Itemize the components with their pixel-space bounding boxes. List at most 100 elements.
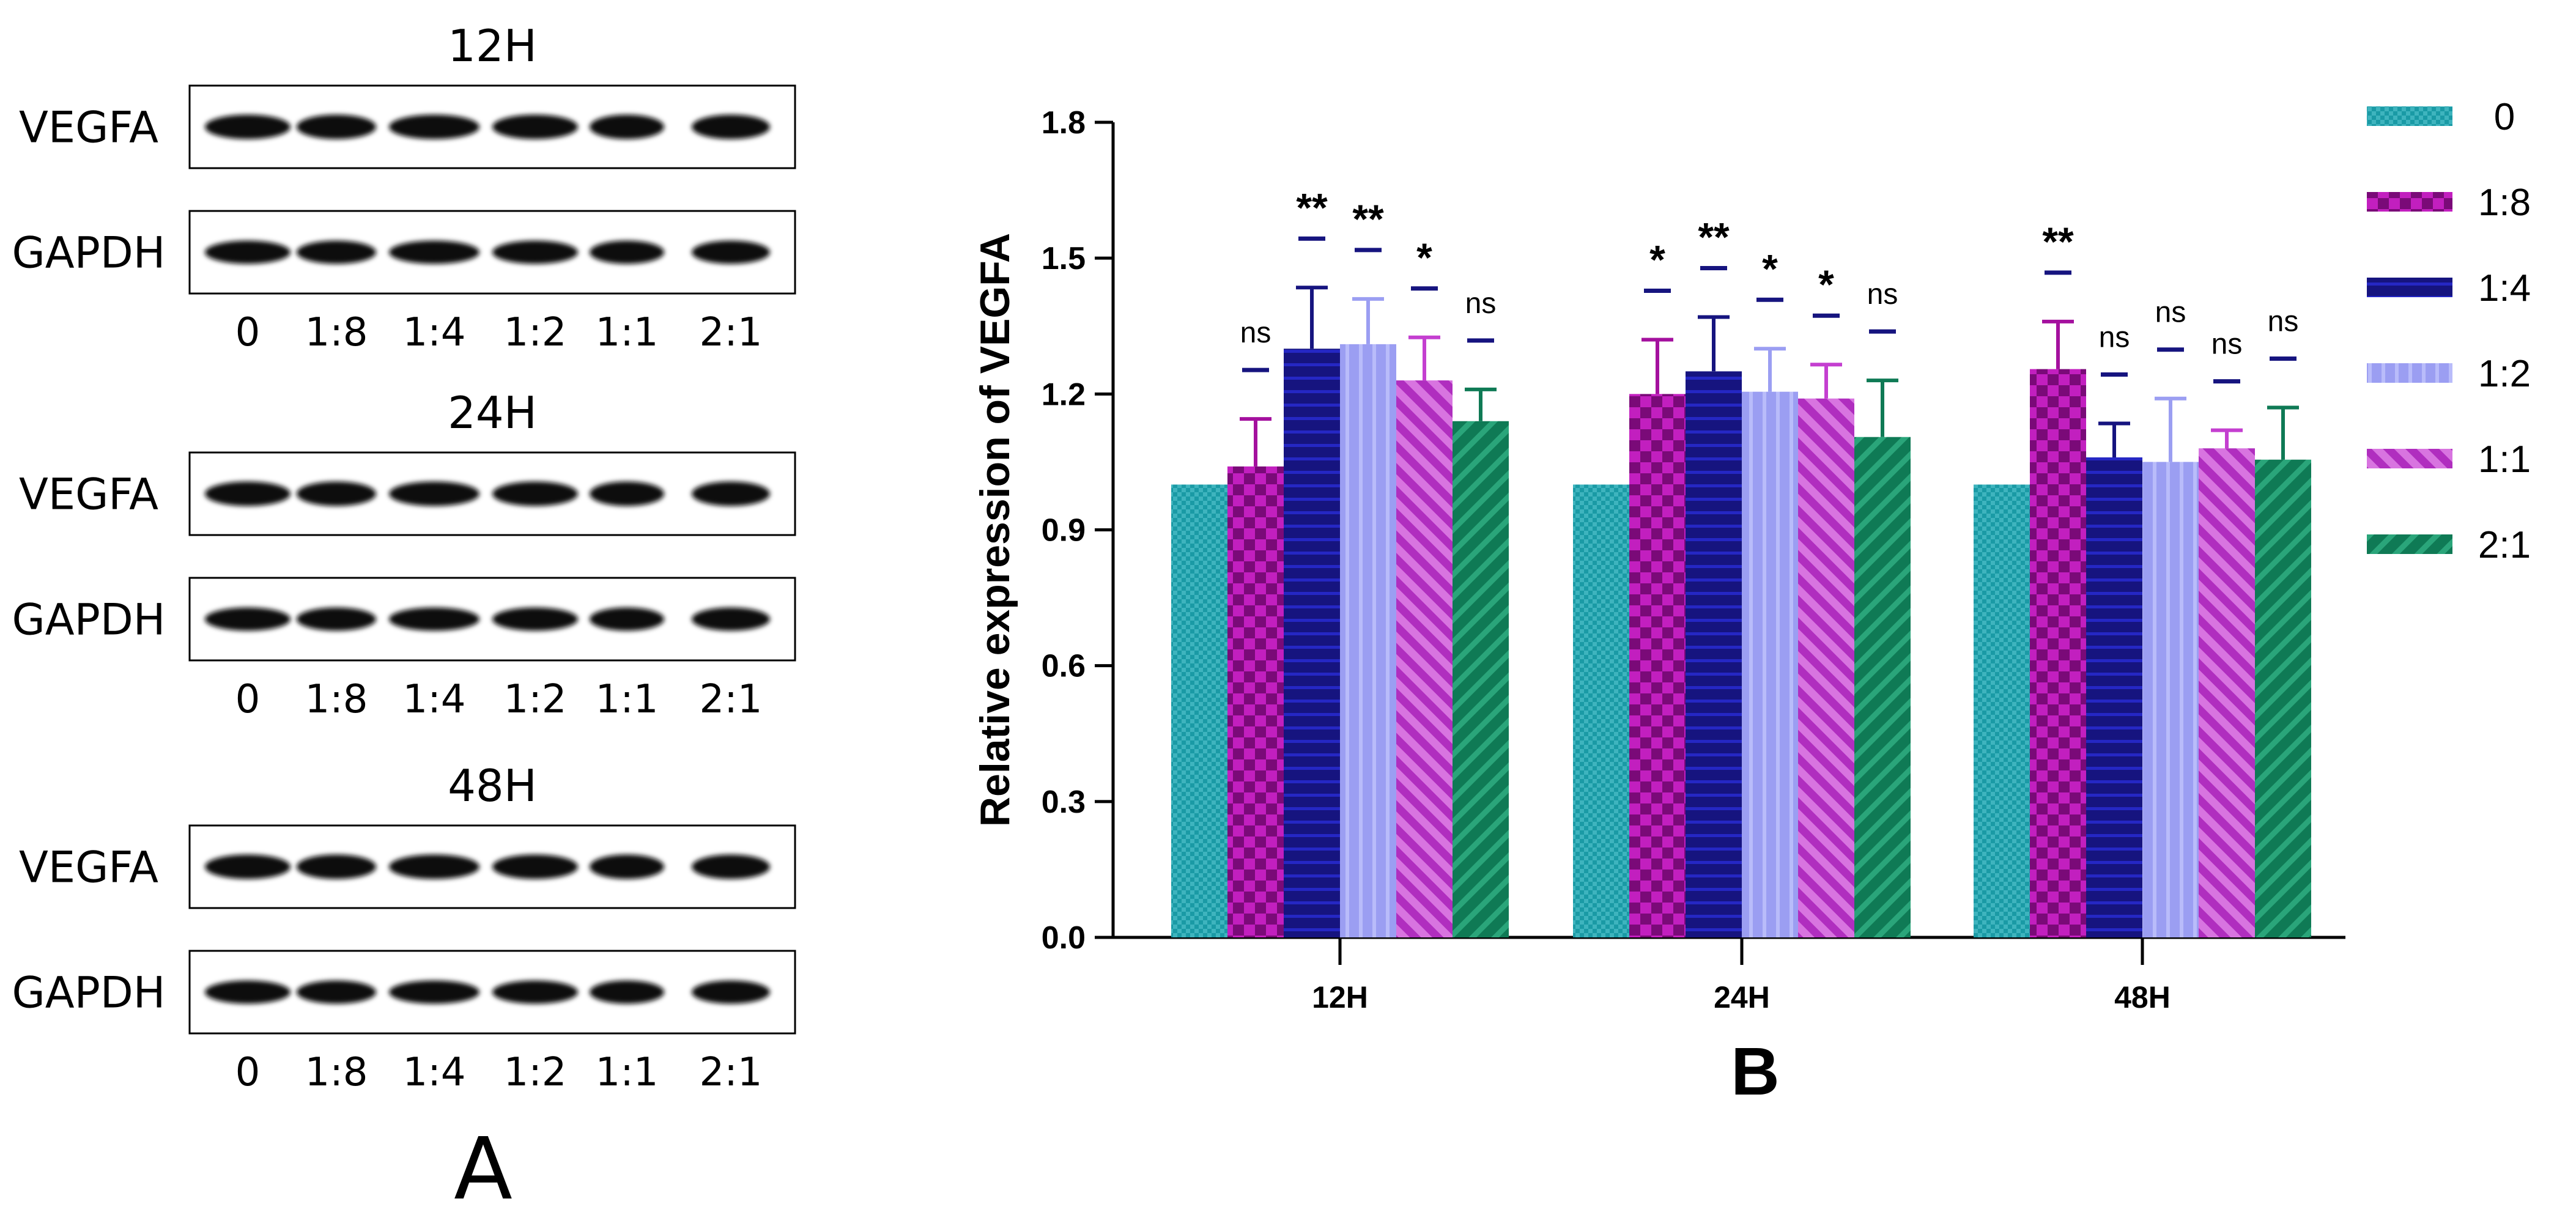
- blot-band: [492, 854, 578, 879]
- blot-time-label: 48H: [448, 760, 537, 811]
- blot-band: [492, 240, 578, 264]
- blot-lane-label: 1:8: [305, 310, 368, 355]
- blot-lane-label: 1:1: [596, 677, 659, 722]
- significance-label: ns: [1867, 278, 1898, 311]
- y-tick-label: 0.0: [1042, 920, 1086, 956]
- bar-1-8-12H: [1227, 466, 1284, 937]
- legend-swatch: [2367, 192, 2452, 212]
- blot-band: [389, 114, 479, 139]
- blot-band: [692, 854, 770, 879]
- y-tick-label: 0.6: [1042, 649, 1086, 684]
- bar-1-4-24H: [1686, 371, 1742, 937]
- blot-lane-label: 1:8: [305, 677, 368, 722]
- blot-lane-label: 0: [235, 677, 261, 722]
- bar-1-4-12H: [1284, 349, 1340, 937]
- legend-swatch: [2367, 106, 2452, 126]
- y-tick-label: 0.3: [1042, 785, 1086, 820]
- blot-band: [492, 114, 578, 139]
- blot-lane-label: 1:1: [596, 1050, 659, 1095]
- legend-label: 2:1: [2478, 524, 2531, 566]
- x-tick-label: 12H: [1312, 980, 1368, 1014]
- significance-label: *: [1416, 235, 1432, 280]
- significance-label: **: [2042, 219, 2074, 264]
- blot-lane-label: 1:4: [403, 310, 466, 355]
- bar-1-1-24H: [1798, 398, 1854, 937]
- legend-swatch: [2367, 278, 2452, 297]
- blot-band: [492, 607, 578, 631]
- blot-band: [389, 854, 479, 879]
- blot-lane-label: 2:1: [700, 1050, 763, 1095]
- bar-1-2-12H: [1340, 344, 1396, 937]
- blot-time-label: 24H: [448, 387, 537, 438]
- bar-2-1-12H: [1453, 421, 1509, 937]
- blot-band: [297, 980, 376, 1004]
- blot-band: [590, 240, 664, 264]
- bar-0-48H: [1974, 484, 2030, 937]
- blot-band: [590, 980, 664, 1004]
- blot-band: [389, 607, 479, 631]
- blot-band: [590, 607, 664, 631]
- x-tick-label: 48H: [2114, 980, 2171, 1014]
- significance-label: *: [1762, 246, 1778, 291]
- y-tick-label: 0.9: [1042, 513, 1086, 548]
- bar-1-4-48H: [2086, 457, 2142, 937]
- blot-band: [590, 854, 664, 879]
- blot-lane-label: 0: [235, 310, 261, 355]
- bar-2-1-48H: [2255, 459, 2311, 937]
- legend-label: 0: [2494, 96, 2515, 138]
- y-tick-label: 1.5: [1042, 241, 1086, 276]
- significance-label: **: [1698, 214, 1730, 259]
- significance-label: **: [1296, 185, 1328, 230]
- blot-lane-label: 1:4: [403, 677, 466, 722]
- blot-band: [389, 481, 479, 506]
- significance-label: ns: [1465, 287, 1497, 320]
- bar-0-24H: [1573, 484, 1629, 937]
- bar-1-2-48H: [2142, 462, 2199, 937]
- x-tick-label: 24H: [1714, 980, 1770, 1014]
- significance-label: ns: [2155, 297, 2186, 329]
- blot-band: [389, 240, 479, 264]
- bar-1-1-48H: [2199, 448, 2255, 937]
- blot-lane-label: 1:2: [504, 677, 567, 722]
- bar-1-1-12H: [1396, 380, 1453, 937]
- blot-band: [692, 481, 770, 506]
- blot-row-label: GAPDH: [12, 968, 166, 1018]
- panel-a-western-blots: 12H VEGFA GAPDH 0 1:8 1:4 1:2 1:1 2:1 24H VEGFA GAP…: [12, 20, 796, 1095]
- significance-label: ns: [1240, 317, 1271, 349]
- blot-lane-label: 1:8: [305, 1050, 368, 1095]
- bar-0-12H: [1171, 484, 1227, 937]
- blot-band: [297, 240, 376, 264]
- blot-band: [205, 240, 291, 264]
- blot-band: [692, 240, 770, 264]
- blot-band: [205, 980, 291, 1004]
- significance-label: ns: [2268, 306, 2299, 338]
- legend-label: 1:4: [2478, 267, 2531, 309]
- legend-label: 1:1: [2478, 438, 2531, 481]
- blot-band: [492, 481, 578, 506]
- blot-lane-label: 1:2: [504, 310, 567, 355]
- blot-band: [205, 607, 291, 631]
- blot-band: [590, 114, 664, 139]
- bar-1-8-24H: [1629, 394, 1686, 937]
- blot-row-label: GAPDH: [12, 228, 166, 278]
- legend-swatch: [2367, 449, 2452, 468]
- panel-b-bar-chart: 0.0 0.3 0.6 0.9 1.2 1.5 1.8 Relative expression…: [972, 96, 2531, 1014]
- blot-row-label: GAPDH: [12, 595, 166, 645]
- blot-band: [297, 854, 376, 879]
- blot-band: [297, 607, 376, 631]
- y-tick-label: 1.2: [1042, 377, 1086, 412]
- blot-band: [692, 114, 770, 139]
- blot-row-label: VEGFA: [19, 470, 158, 520]
- panel-a-label: A: [454, 1120, 513, 1215]
- bar-1-8-48H: [2030, 369, 2086, 937]
- blot-lane-label: 1:2: [504, 1050, 567, 1095]
- blot-band: [389, 980, 479, 1004]
- significance-label: *: [1818, 262, 1834, 307]
- blot-lane-label: 0: [235, 1050, 261, 1095]
- blot-row-label: VEGFA: [19, 843, 158, 893]
- legend-swatch: [2367, 363, 2452, 383]
- blot-band: [692, 980, 770, 1004]
- blot-row-label: VEGFA: [19, 103, 158, 153]
- blot-band: [590, 481, 664, 506]
